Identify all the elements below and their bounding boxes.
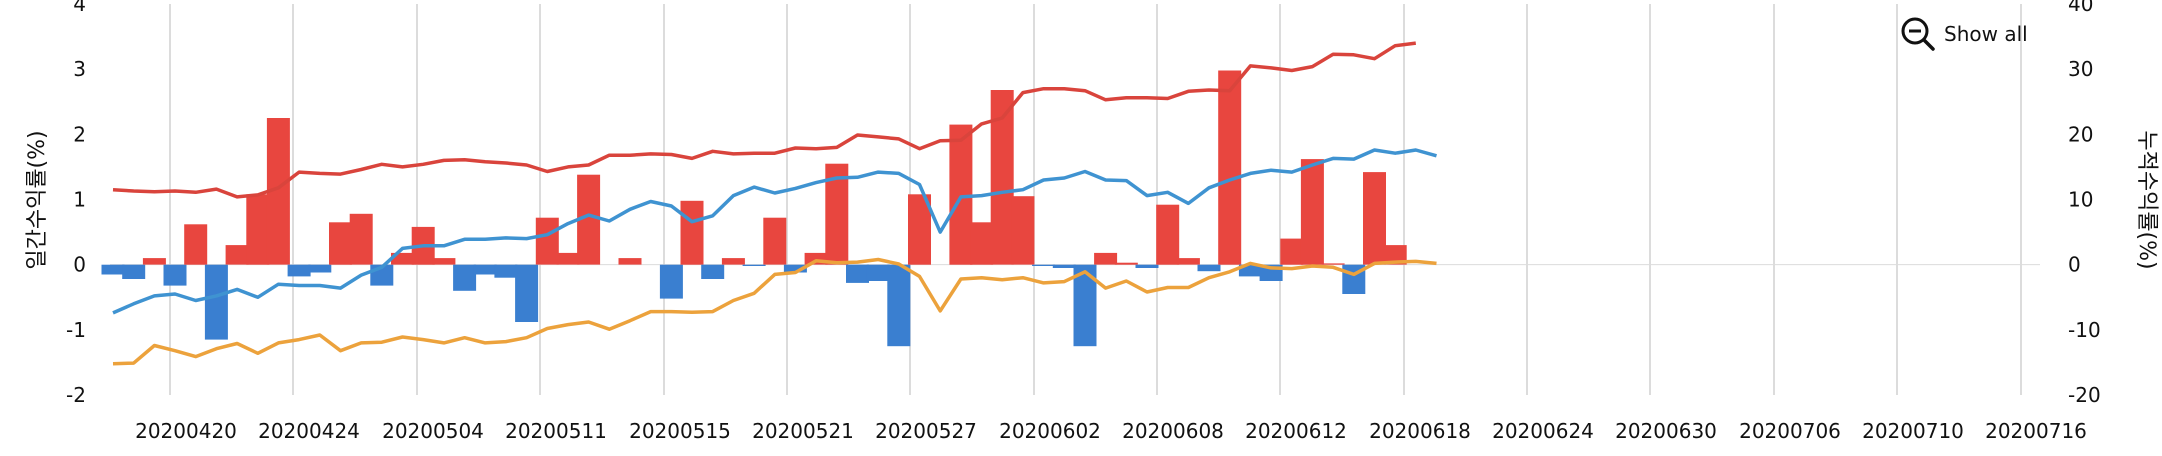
- y-left-tick-5: 3: [73, 57, 86, 81]
- x-tick-9: 20200612: [1245, 419, 1347, 443]
- bar-11: [329, 222, 352, 265]
- bar-42: [970, 222, 994, 265]
- bar-61: [1363, 172, 1386, 265]
- bar-35: [825, 163, 849, 265]
- x-tick-1: 20200424: [258, 419, 360, 443]
- bar-23: [577, 174, 601, 265]
- y-right-title: 누적수익률(%): [2134, 130, 2159, 269]
- bar-3: [163, 264, 187, 286]
- x-tick-3: 20200511: [505, 419, 607, 443]
- bar-31: [742, 264, 766, 266]
- x-tick-0: 20200420: [135, 419, 237, 443]
- line-series-blue: [112, 148, 1437, 315]
- bar-54: [1218, 70, 1242, 265]
- line-series-orange: [112, 257, 1437, 366]
- bar-53: [1197, 264, 1221, 272]
- x-tick-5: 20200521: [752, 419, 854, 443]
- bar-14: [391, 252, 414, 265]
- bar-39: [908, 194, 931, 265]
- y-left-title: 일간수익률(%): [25, 130, 50, 269]
- x-tick-10: 20200618: [1369, 419, 1471, 443]
- bar-25: [618, 258, 642, 265]
- bar-28: [680, 200, 704, 265]
- bar-44: [1011, 196, 1035, 265]
- bar-32: [763, 217, 787, 265]
- bar-21: [535, 217, 559, 265]
- zoom-out-icon: [1901, 17, 1935, 51]
- x-tick-6: 20200527: [875, 419, 977, 443]
- line-series-red: [112, 41, 1417, 199]
- bar-33: [783, 264, 807, 273]
- show-all-button[interactable]: Show all: [1900, 14, 2028, 54]
- bar-49: [1114, 262, 1138, 265]
- bar-22: [556, 252, 580, 265]
- y-left-tick-3: 1: [73, 188, 86, 212]
- bar-41: [949, 124, 973, 265]
- bar-36: [846, 264, 869, 283]
- bar-1: [122, 264, 146, 279]
- bar-55: [1238, 264, 1262, 277]
- y-right-tick-3: 10: [2068, 188, 2093, 212]
- y-right-tick-6: 40: [2068, 0, 2093, 16]
- x-tick-11: 20200624: [1492, 419, 1594, 443]
- bar-6: [225, 245, 249, 265]
- bar-5: [204, 264, 228, 340]
- bar-16: [432, 258, 456, 265]
- bar-29: [701, 264, 725, 279]
- bar-51: [1156, 204, 1180, 265]
- bar-19: [494, 264, 518, 278]
- bar-27: [659, 264, 683, 299]
- y-right-tick-5: 30: [2068, 57, 2093, 81]
- y-right-tick-1: -10: [2068, 318, 2101, 342]
- x-tick-15: 20200716: [1985, 419, 2087, 443]
- bar-43: [990, 90, 1014, 265]
- y-left-tick-1: -1: [66, 318, 86, 342]
- bar-45: [1032, 264, 1056, 266]
- y-left-tick-2: 0: [73, 253, 86, 277]
- y-right-tick-2: 0: [2068, 253, 2081, 277]
- x-tick-12: 20200630: [1615, 419, 1717, 443]
- bar-57: [1280, 238, 1304, 265]
- bar-8: [266, 118, 290, 265]
- bar-9: [287, 264, 311, 277]
- bar-62: [1383, 245, 1407, 265]
- bar-58: [1300, 159, 1324, 265]
- x-tick-14: 20200710: [1862, 419, 1964, 443]
- y-left-tick-4: 2: [73, 122, 86, 146]
- x-tick-13: 20200706: [1739, 419, 1841, 443]
- y-right-tick-0: -20: [2068, 383, 2101, 407]
- bar-59: [1321, 263, 1345, 265]
- x-tick-8: 20200608: [1122, 419, 1224, 443]
- x-tick-7: 20200602: [999, 419, 1101, 443]
- bar-52: [1176, 258, 1200, 265]
- bar-50: [1135, 264, 1159, 268]
- show-all-label: Show all: [1944, 22, 2028, 46]
- y-left-tick-0: -2: [66, 383, 86, 407]
- bar-34: [804, 252, 828, 265]
- bar-38: [887, 264, 911, 347]
- bar-47: [1073, 264, 1097, 347]
- bar-18: [473, 264, 497, 275]
- bar-20: [515, 264, 539, 322]
- bar-7: [246, 194, 270, 265]
- bar-2: [142, 258, 166, 265]
- x-tick-4: 20200515: [629, 419, 731, 443]
- bar-12: [349, 213, 373, 265]
- bar-17: [453, 264, 477, 291]
- bar-4: [184, 224, 208, 265]
- bar-46: [1052, 264, 1076, 268]
- x-tick-2: 20200504: [382, 419, 484, 443]
- bar-30: [721, 258, 745, 265]
- bar-10: [308, 264, 332, 273]
- y-right-tick-4: 20: [2068, 122, 2093, 146]
- y-left-tick-6: 4: [73, 0, 86, 16]
- bar-0: [101, 264, 125, 275]
- bar-48: [1094, 252, 1118, 265]
- bar-37: [866, 264, 890, 281]
